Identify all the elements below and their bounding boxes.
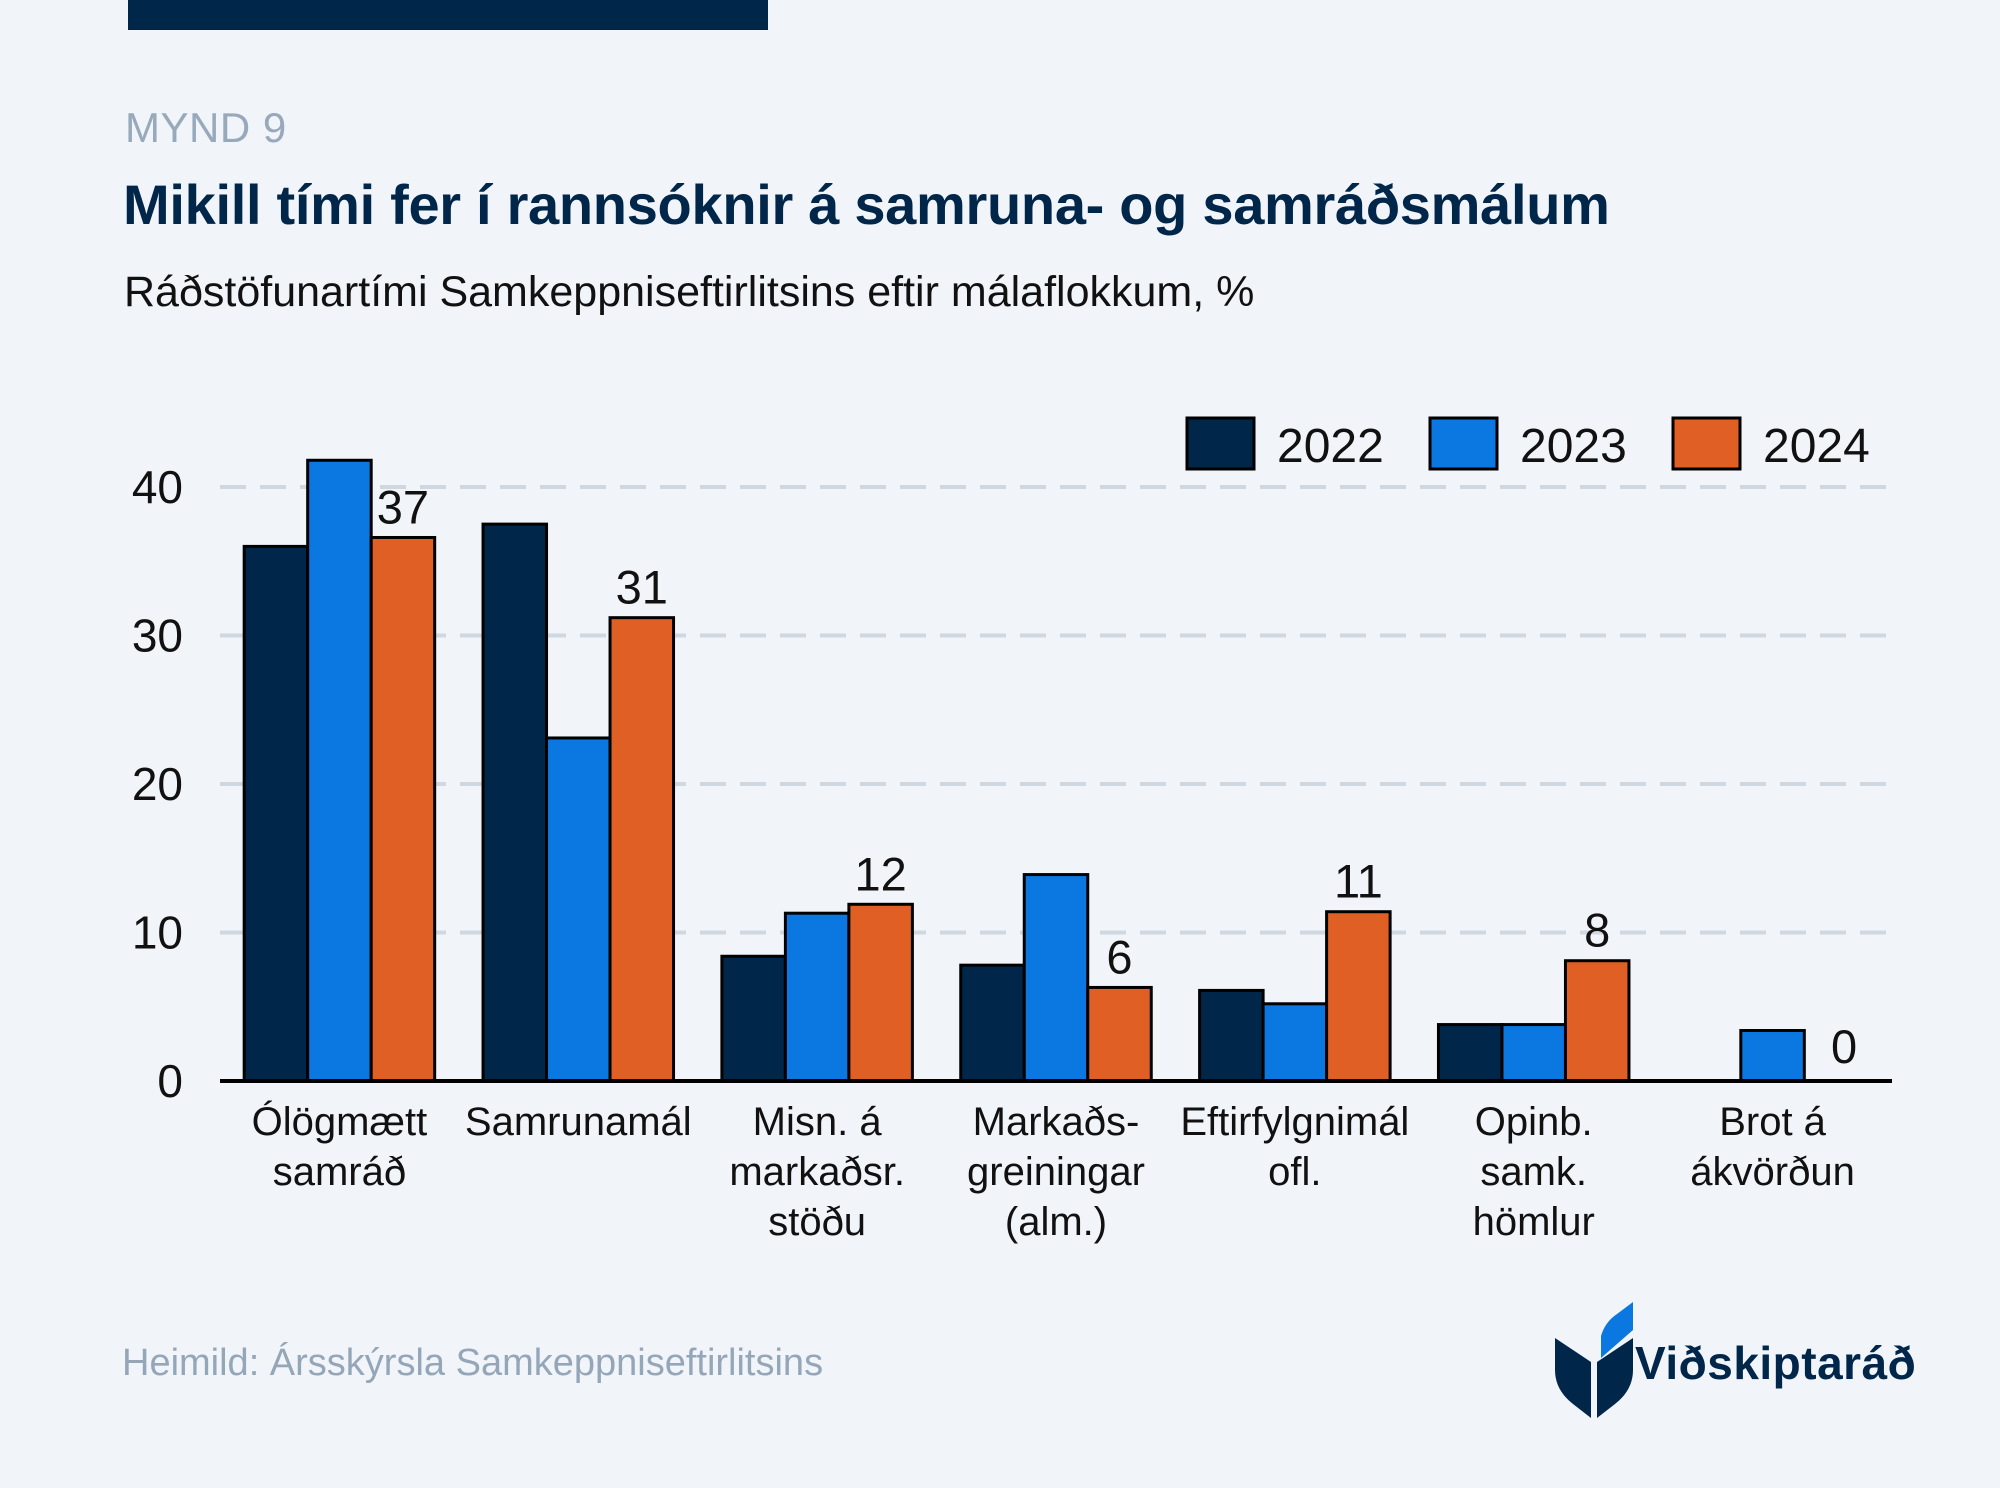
bars bbox=[242, 458, 1806, 1083]
data-label: 8 bbox=[1584, 904, 1610, 957]
bar-2023 bbox=[1022, 873, 1090, 1083]
x-category-label: samráð bbox=[273, 1150, 406, 1194]
legend-label-2022: 2022 bbox=[1277, 420, 1384, 473]
x-category-label: Markaðs- bbox=[973, 1100, 1140, 1144]
bar-2024 bbox=[1325, 910, 1392, 1083]
bar-2024 bbox=[1563, 959, 1631, 1083]
bar-2022 bbox=[1436, 1023, 1504, 1083]
logo-wordmark: Viðskiptaráð bbox=[1635, 1337, 1917, 1389]
x-category-label: Eftirfylgnimál bbox=[1180, 1100, 1409, 1144]
bar-2022 bbox=[959, 963, 1026, 1083]
legend-swatch-2022 bbox=[1185, 416, 1256, 471]
legend-swatch-2024 bbox=[1671, 416, 1742, 471]
x-category-label: samk. bbox=[1480, 1150, 1587, 1194]
viðskiptaráð-logo-icon bbox=[1555, 1302, 1633, 1418]
gridlines bbox=[220, 485, 1892, 935]
x-category-label: markaðsr. bbox=[729, 1150, 905, 1194]
bar-2022 bbox=[720, 954, 787, 1083]
bar-2022 bbox=[1198, 988, 1265, 1083]
x-category-label: (alm.) bbox=[1005, 1200, 1107, 1244]
top-accent-bar bbox=[128, 0, 768, 30]
y-tick-label: 20 bbox=[132, 758, 183, 810]
x-category-label: stöðu bbox=[768, 1200, 866, 1244]
x-category-label: Misn. á bbox=[753, 1100, 883, 1144]
y-tick-label: 0 bbox=[157, 1055, 183, 1107]
legend-label-2024: 2024 bbox=[1763, 420, 1870, 473]
chart-title: Mikill tími fer í rannsóknir á samruna- … bbox=[123, 173, 1610, 236]
bar-2023 bbox=[1500, 1023, 1567, 1083]
data-label: 12 bbox=[855, 847, 907, 900]
bar-2023 bbox=[545, 736, 612, 1083]
data-label: 37 bbox=[377, 480, 429, 533]
legend-swatch-2023 bbox=[1428, 416, 1499, 471]
y-tick-label: 40 bbox=[132, 461, 183, 513]
data-label: 0 bbox=[1831, 1020, 1857, 1073]
bar-2023 bbox=[783, 911, 851, 1083]
x-category-label: greiningar bbox=[967, 1150, 1145, 1194]
bar-2024 bbox=[847, 902, 914, 1083]
x-category-label: Brot á bbox=[1719, 1100, 1826, 1144]
legend: 2022 2023 2024 bbox=[1185, 416, 1870, 473]
x-category-label: Ólögmætt bbox=[252, 1099, 428, 1144]
x-category-label: Samrunamál bbox=[465, 1100, 692, 1144]
x-category-label: ákvörðun bbox=[1690, 1150, 1855, 1194]
y-tick-label: 30 bbox=[132, 610, 183, 662]
bar-2024 bbox=[608, 616, 676, 1083]
x-category-label: Opinb. bbox=[1475, 1100, 1593, 1144]
bar-2022 bbox=[481, 522, 549, 1083]
source-note: Heimild: Ársskýrsla Samkeppniseftirlitsi… bbox=[122, 1342, 824, 1384]
bar-2024 bbox=[1086, 985, 1153, 1083]
bar-2023 bbox=[1739, 1029, 1806, 1083]
y-tick-label: 10 bbox=[132, 907, 183, 959]
data-label: 31 bbox=[616, 561, 668, 614]
labels: 0 10 20 30 40 37 Ólögmætt samráð 31 Samrunamál 12 M… bbox=[132, 461, 1857, 1244]
data-label: 11 bbox=[1334, 855, 1383, 908]
bar-2023 bbox=[306, 458, 373, 1083]
x-category-label: hömlur bbox=[1473, 1200, 1595, 1244]
data-label: 6 bbox=[1106, 930, 1132, 983]
figure-label: MYND 9 bbox=[125, 104, 287, 151]
bar-2022 bbox=[242, 544, 310, 1083]
bar-2023 bbox=[1261, 1002, 1329, 1083]
chart-subtitle: Ráðstöfunartími Samkeppniseftirlitsins e… bbox=[124, 268, 1255, 316]
bar-2024 bbox=[369, 535, 437, 1083]
x-category-label: ofl. bbox=[1268, 1150, 1321, 1194]
legend-label-2023: 2023 bbox=[1520, 420, 1627, 473]
